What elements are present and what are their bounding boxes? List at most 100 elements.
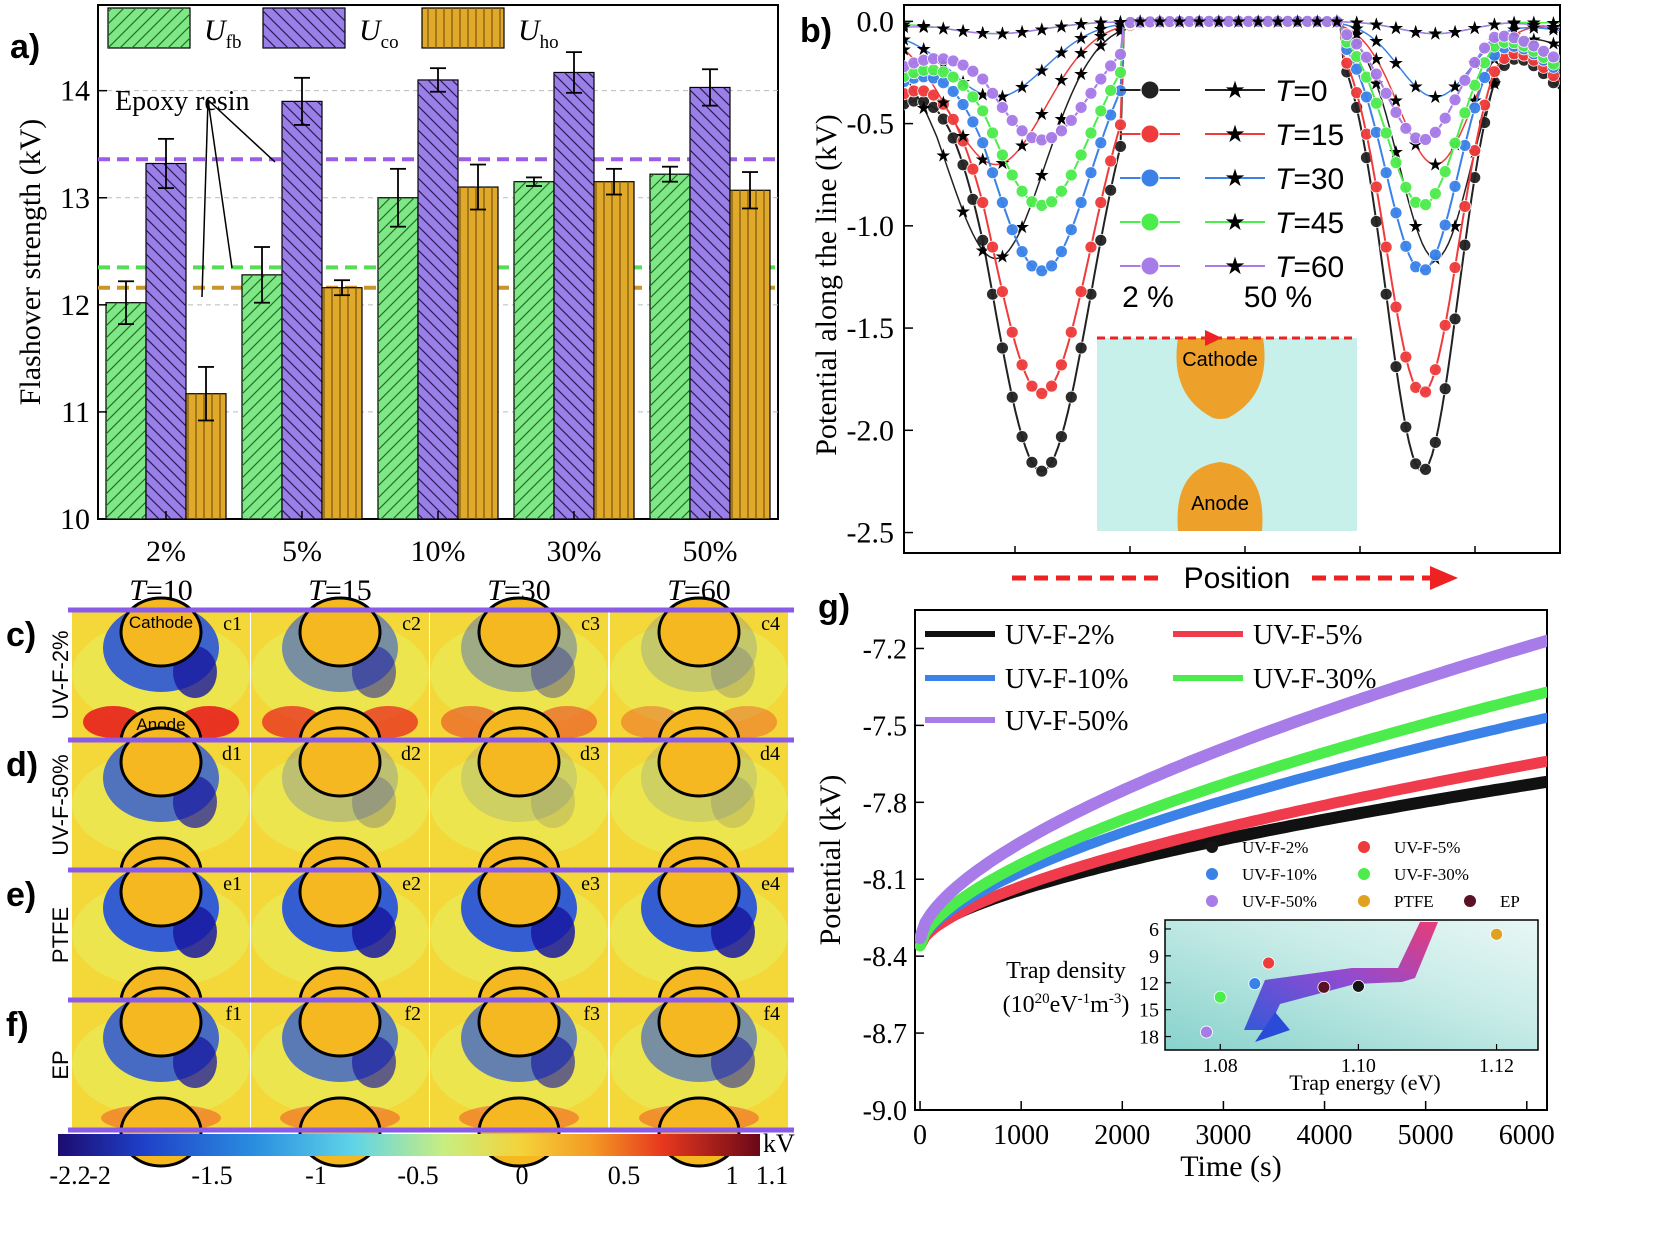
marker-sphere bbox=[1409, 457, 1423, 471]
marker-sphere bbox=[966, 115, 980, 129]
marker-sphere bbox=[996, 148, 1009, 162]
cell-tag: e2 bbox=[402, 873, 421, 895]
legend-T-value: 45 bbox=[1311, 207, 1344, 240]
bar-hatch bbox=[690, 87, 730, 520]
marker-sphere bbox=[1458, 73, 1472, 87]
marker-sphere bbox=[1438, 165, 1452, 179]
marker-sphere bbox=[956, 98, 970, 111]
legend-item: ★ T=45 bbox=[1120, 207, 1344, 240]
marker-sphere bbox=[1064, 223, 1078, 237]
legend-50pct-label: 50 % bbox=[1244, 281, 1312, 314]
legend-item: ★ T=60 bbox=[1120, 251, 1344, 284]
legend-label: T=15 bbox=[1275, 119, 1344, 152]
marker-star: ★ bbox=[1408, 22, 1424, 42]
colorbar-tick: -0.5 bbox=[397, 1161, 438, 1190]
marker-sphere bbox=[1478, 41, 1491, 55]
bar-hatch bbox=[378, 197, 418, 519]
marker-sphere bbox=[1428, 187, 1442, 201]
trap-point bbox=[1490, 927, 1503, 941]
legend-T: T bbox=[1275, 163, 1296, 196]
legend-T-value: 0 bbox=[1311, 75, 1328, 108]
field-map-cell: d2 bbox=[251, 726, 429, 908]
marker-star: ★ bbox=[1053, 42, 1069, 62]
marker-star: ★ bbox=[955, 21, 971, 41]
bar-hatch bbox=[650, 174, 690, 520]
cell-tag: c1 bbox=[223, 613, 242, 635]
marker-sphere bbox=[986, 86, 999, 100]
cell-tag: f1 bbox=[225, 1003, 242, 1025]
bar-hatch bbox=[730, 190, 770, 520]
marker-sphere bbox=[1094, 196, 1108, 209]
marker-star: ★ bbox=[1014, 136, 1030, 156]
inset-legend-item: UV-F-2% bbox=[1206, 838, 1308, 857]
marker-sphere bbox=[1448, 179, 1462, 193]
field-maps: T=10 T=15 T=30 T=60 c) UV-F-2%c1CathodeAnode… bbox=[6, 574, 795, 1190]
cell-tag: d2 bbox=[401, 743, 421, 765]
inset-legend-label: PTFE bbox=[1394, 892, 1434, 911]
marker-sphere bbox=[976, 196, 990, 209]
legend-T: T bbox=[1275, 75, 1296, 108]
marker-star: ★ bbox=[1112, 14, 1128, 34]
marker-sphere bbox=[1419, 198, 1432, 212]
field-map-cell: c4 bbox=[610, 596, 788, 778]
marker-sphere bbox=[1448, 136, 1462, 150]
field-map-cell: f3 bbox=[430, 986, 608, 1168]
bar-hatch bbox=[418, 79, 458, 519]
marker-sphere bbox=[1055, 184, 1068, 198]
legend-label: Uho bbox=[518, 14, 559, 53]
marker-sphere bbox=[1074, 285, 1088, 298]
cell-tag: d3 bbox=[580, 743, 600, 765]
legend-label-sub: co bbox=[381, 32, 399, 53]
panel-g-label: g) bbox=[818, 588, 850, 626]
marker-sphere bbox=[1428, 125, 1442, 139]
trap-inset-legend: UV-F-2% UV-F-5% UV-F-10% UV-F-30% UV-F-50% PT… bbox=[1206, 838, 1520, 911]
panel-b-y-axis-label: Potential along the line (kV) bbox=[810, 114, 843, 456]
legend-item: Uho bbox=[421, 7, 559, 53]
y-tick-label: -1.0 bbox=[847, 210, 895, 243]
legend-T: T bbox=[1275, 207, 1296, 240]
trap-inset-ticks: 1.08 1.10 1.12 6 9 12 15 18 bbox=[1139, 919, 1514, 1077]
cathode-outline bbox=[119, 596, 203, 668]
cathode-outline bbox=[477, 856, 561, 928]
marker-star: ★ bbox=[935, 92, 951, 112]
marker-star: ★ bbox=[1034, 19, 1050, 39]
field-map-cell: e2 bbox=[251, 856, 429, 1038]
marker-sphere bbox=[1369, 67, 1383, 81]
trap-inset-y-label-line1: Trap density bbox=[1006, 958, 1126, 984]
marker-sphere bbox=[1055, 358, 1068, 372]
marker-sphere bbox=[1084, 126, 1098, 140]
panel-g-line-chart: g) -7.2 -7.5 -7.8 -8.1 -8.4 -8.7 -9.0 0 1000 200… bbox=[814, 588, 1555, 1183]
marker-sphere bbox=[1399, 180, 1413, 194]
cell-midfield bbox=[610, 620, 788, 728]
marker-sphere bbox=[1015, 184, 1029, 198]
legend-item: UV-F-30% bbox=[1173, 664, 1376, 695]
cell-midfield bbox=[251, 750, 429, 858]
colorbar-tick: 1.1 bbox=[756, 1161, 789, 1190]
inset-legend-marker bbox=[1358, 868, 1370, 880]
row-tag: e) bbox=[6, 876, 36, 914]
marker-sphere bbox=[1438, 318, 1452, 332]
marker-star: ★ bbox=[1388, 142, 1404, 162]
marker-star: ★ bbox=[1408, 216, 1424, 236]
legend-eq: = bbox=[1293, 119, 1311, 152]
marker-star: ★ bbox=[1093, 19, 1109, 39]
marker-sphere bbox=[1448, 312, 1462, 326]
legend-label: UV-F-50% bbox=[1005, 706, 1128, 737]
x-tick-label: 6000 bbox=[1499, 1120, 1555, 1151]
inset-legend-marker bbox=[1358, 895, 1370, 907]
panel-b-x-axis: Position bbox=[1012, 562, 1458, 595]
cathode-outline bbox=[298, 986, 382, 1058]
marker-sphere bbox=[986, 166, 999, 180]
marker-sphere bbox=[1389, 300, 1403, 314]
marker-star: ★ bbox=[896, 39, 912, 59]
colorbar-tick: -2.2 bbox=[49, 1161, 90, 1190]
y-tick-label: -8.7 bbox=[863, 1019, 907, 1050]
marker-sphere bbox=[1035, 464, 1049, 478]
marker-sphere bbox=[1419, 385, 1432, 399]
marker-star: ★ bbox=[896, 30, 912, 50]
marker-sphere bbox=[966, 90, 980, 104]
legend-star: ★ bbox=[1224, 78, 1246, 104]
legend-sphere bbox=[1140, 124, 1160, 144]
row-tag: c) bbox=[6, 616, 36, 654]
legend-label: UV-F-30% bbox=[1253, 664, 1376, 695]
